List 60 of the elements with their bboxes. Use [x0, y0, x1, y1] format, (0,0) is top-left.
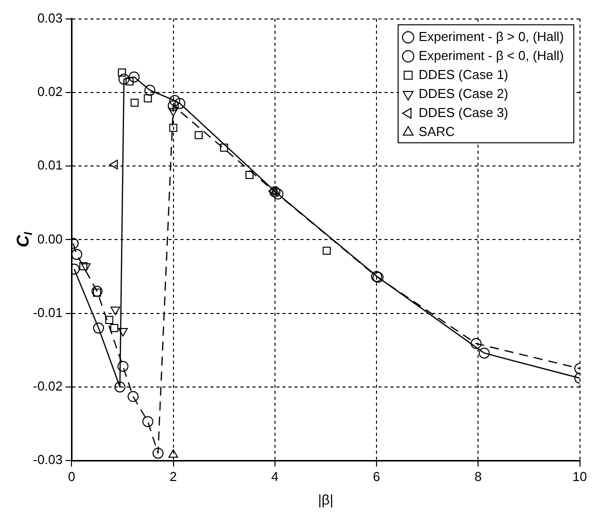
point — [144, 94, 152, 102]
point — [92, 286, 103, 297]
y-axis-title: Cl — [14, 231, 36, 248]
x-tick-label: 6 — [372, 468, 380, 484]
point — [117, 360, 128, 372]
point — [114, 381, 126, 392]
point — [118, 68, 126, 77]
point — [110, 324, 118, 332]
x-tick-label: 4 — [271, 468, 279, 484]
x-tick-label: 2 — [170, 468, 177, 484]
point — [128, 71, 140, 82]
y-tick-label: -0.03 — [32, 452, 63, 468]
y-tick-label: -0.01 — [32, 304, 63, 320]
legend-label: DDES (Case 3) — [418, 104, 508, 120]
point — [220, 144, 228, 152]
y-tick-label: 0.03 — [37, 10, 63, 26]
point — [245, 170, 254, 179]
point — [105, 316, 114, 324]
point — [79, 262, 88, 270]
y-tick-label: -0.02 — [32, 378, 63, 394]
point — [110, 306, 120, 316]
legend-label: DDES (Case 2) — [418, 86, 508, 101]
point — [126, 77, 134, 86]
point — [322, 246, 331, 255]
point — [268, 186, 277, 196]
point — [152, 448, 164, 459]
point — [169, 95, 180, 106]
point — [93, 288, 102, 297]
point — [81, 263, 91, 272]
y-tick-label: 0.02 — [37, 84, 63, 100]
x-tick-label: 8 — [474, 468, 482, 484]
legend-label: DDES (Case 1) — [418, 66, 508, 82]
point — [270, 186, 280, 195]
point — [168, 108, 178, 116]
point — [168, 100, 179, 112]
x-tick-label: 10 — [572, 468, 588, 484]
point — [194, 131, 203, 140]
point — [272, 188, 284, 200]
point — [118, 74, 130, 85]
point — [142, 416, 154, 428]
legend-label: Experiment - β < 0, (Hall) — [418, 48, 564, 63]
point — [109, 160, 118, 170]
point — [478, 348, 490, 359]
x-axis-title: |β| — [318, 491, 334, 508]
point — [128, 391, 139, 402]
legend-label: Experiment - β > 0, (Hall) — [418, 28, 564, 44]
x-tick-label: 0 — [68, 468, 76, 484]
point — [130, 98, 139, 107]
y-tick-label: 0.00 — [37, 231, 63, 246]
point — [144, 84, 156, 96]
point — [269, 186, 280, 198]
point — [174, 98, 186, 109]
point — [72, 248, 82, 260]
y-tick-label: 0.01 — [37, 158, 63, 173]
legend-label: SARC — [418, 124, 455, 139]
point — [169, 124, 178, 132]
point — [118, 328, 128, 337]
point — [168, 449, 178, 458]
point — [470, 338, 482, 350]
point — [93, 322, 104, 334]
